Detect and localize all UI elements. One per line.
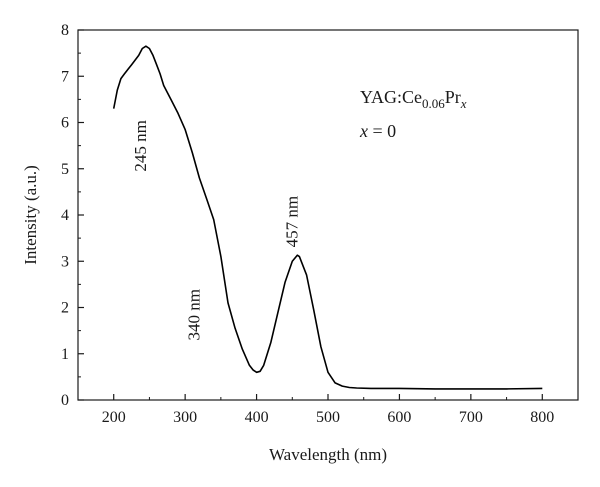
- x-tick-label: 800: [530, 409, 554, 426]
- y-tick-label: 6: [61, 115, 69, 132]
- y-tick-label: 1: [61, 346, 69, 363]
- legend-sample-label: YAG:Ce0.06Prx: [360, 87, 467, 111]
- legend-condition-label: x = 0: [359, 121, 396, 141]
- y-tick-label: 8: [61, 22, 69, 39]
- x-tick-label: 300: [173, 409, 197, 426]
- peak-label: 245 nm: [131, 120, 150, 171]
- x-tick-label: 600: [387, 409, 411, 426]
- x-tick-label: 500: [316, 409, 340, 426]
- x-tick-label: 400: [245, 409, 269, 426]
- x-axis: 200 300 400 500 600 700 800: [77, 394, 579, 426]
- y-tick-label: 0: [61, 392, 69, 409]
- plot-frame: [77, 29, 579, 401]
- y-tick-label: 5: [61, 161, 69, 178]
- x-tick-label: 200: [102, 409, 126, 426]
- y-tick-label: 4: [61, 207, 69, 224]
- y-tick-label: 7: [61, 68, 69, 85]
- y-axis-title: Intensity (a.u.): [21, 165, 40, 265]
- x-axis-title: Wavelength (nm): [269, 445, 387, 464]
- x-tick-label: 700: [459, 409, 483, 426]
- peak-annotations: 245 nm 340 nm 457 nm: [131, 120, 301, 340]
- peak-label: 457 nm: [282, 196, 301, 247]
- legend: YAG:Ce0.06Prx x = 0: [359, 87, 467, 141]
- y-tick-label: 2: [61, 300, 69, 317]
- y-axis: 0 1 2 3 4 5 6 7 8: [61, 22, 84, 409]
- spectrum-line: [112, 45, 543, 390]
- peak-label: 340 nm: [184, 289, 203, 340]
- y-tick-label: 3: [61, 253, 69, 270]
